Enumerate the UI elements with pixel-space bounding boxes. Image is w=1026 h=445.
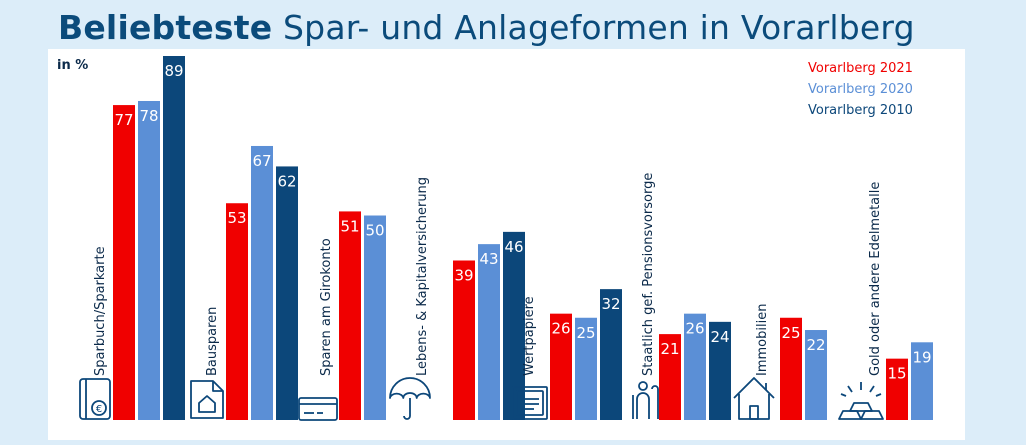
bar-2020-6 (805, 330, 827, 420)
umbrella-icon (389, 377, 431, 420)
house-icon (733, 377, 775, 420)
bar-2020-3 (478, 244, 500, 420)
category-icons: € (79, 377, 884, 421)
data-label: 25 (576, 324, 595, 342)
category-label: Sparen am Girokonto (319, 238, 334, 376)
bar-2020-0 (138, 100, 160, 420)
category-label: Wertpapiere (522, 296, 537, 376)
data-label: 77 (114, 111, 133, 129)
bar-2020-1 (251, 145, 273, 420)
bar-2010-3 (503, 231, 525, 420)
bar-2020-7 (911, 342, 933, 420)
category-label: Staatlich gef. Pensionsvorsorge (641, 173, 656, 376)
bar-2010-0 (163, 56, 185, 420)
category-label: Sparbuch/Sparkarte (93, 246, 108, 376)
legend-item-2010: Vorarlberg 2010 (808, 103, 913, 118)
bar-2021-6 (780, 317, 802, 420)
data-label: 43 (479, 250, 498, 268)
title-bold: Beliebteste (58, 8, 273, 47)
data-label: 53 (227, 209, 246, 227)
data-label: 22 (806, 336, 825, 354)
bankbook-icon: € (79, 378, 111, 420)
category-labels: Sparbuch/Sparkarte Bausparen Sparen am Gir… (93, 173, 883, 376)
bar-2021-2 (339, 211, 361, 420)
category-label: Lebens- & Kapitalversicherung (415, 177, 430, 376)
category-label: Immobilien (755, 304, 770, 376)
legend: Vorarlberg 2021 Vorarlberg 2020 Vorarlbe… (808, 58, 913, 121)
bar-2021-1 (226, 203, 248, 420)
data-label: 19 (912, 348, 931, 366)
gold-bars-icon (838, 382, 884, 420)
data-label: 89 (164, 62, 183, 80)
category-label: Gold oder andere Edelmetalle (868, 182, 883, 376)
category-label: Bausparen (205, 307, 220, 376)
bar-2010-5 (709, 321, 731, 420)
unit-label: in % (57, 58, 89, 73)
data-label: 25 (781, 324, 800, 342)
data-label: 26 (685, 320, 704, 338)
bar-2020-2 (364, 215, 386, 420)
data-label: 62 (277, 172, 296, 190)
bar-2021-4 (550, 313, 572, 420)
legend-item-2020: Vorarlberg 2020 (808, 82, 913, 97)
data-label: 67 (252, 152, 271, 170)
bar-2021-7 (886, 358, 908, 420)
data-label: 26 (551, 320, 570, 338)
data-label: 51 (340, 217, 359, 235)
data-label: 32 (601, 295, 620, 313)
svg-text:€: € (96, 404, 102, 415)
bar-2021-5 (659, 334, 681, 420)
pension-person-icon (632, 381, 659, 419)
bar-2010-1 (276, 166, 298, 420)
data-label: 78 (139, 107, 158, 125)
data-label: 15 (887, 365, 906, 383)
data-label: 39 (454, 266, 473, 284)
title-rest: Spar- und Anlageformen in Vorarlberg (283, 8, 915, 47)
bar-2021-0 (113, 105, 135, 421)
data-label: 50 (365, 222, 384, 240)
bar-2020-5 (684, 313, 706, 420)
bar-2010-4 (600, 289, 622, 420)
legend-item-2021: Vorarlberg 2021 (808, 61, 913, 76)
page-title: Beliebteste Spar- und Anlageformen in Vo… (58, 8, 915, 47)
data-label: 46 (504, 238, 523, 256)
bar-2020-4 (575, 317, 597, 420)
data-label: 21 (660, 340, 679, 358)
data-label: 24 (710, 328, 729, 346)
securities-certificate-icon (512, 386, 548, 420)
bars-layer: 77 53 51 39 26 21 25 15 78 67 50 43 25 26 22 19 89 62 46 32… (113, 56, 933, 421)
bar-2021-3 (453, 260, 475, 420)
bank-card-icon (298, 397, 338, 421)
house-document-icon (190, 380, 224, 419)
